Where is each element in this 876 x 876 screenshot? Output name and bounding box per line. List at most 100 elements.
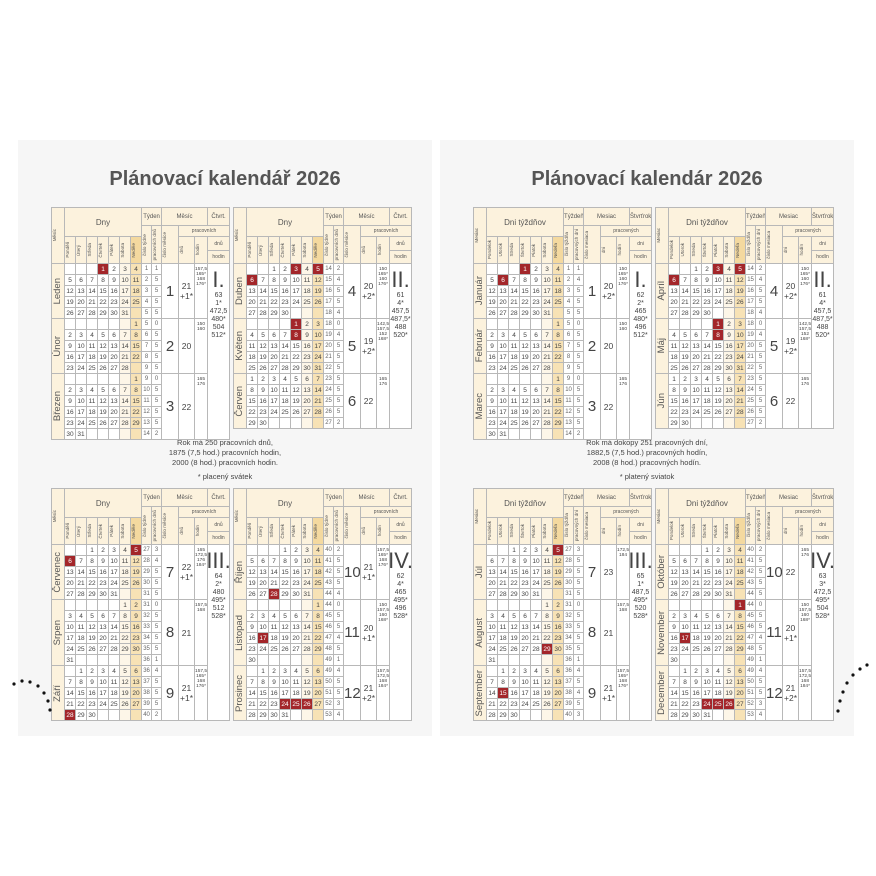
day-cell: 18 (508, 351, 520, 363)
week-number: 34 (141, 632, 153, 644)
hours-line: 165* (618, 674, 628, 679)
hours-line: 176* (378, 563, 388, 568)
weekday-header-text: Čtvrtek (98, 242, 104, 258)
day-cell: 2 (486, 384, 498, 396)
weekday-header: Čtvrtek (97, 517, 109, 545)
month-workdays: 22 +1* (178, 544, 196, 600)
day-cell: 18 (290, 687, 302, 699)
day-cell: 13 (712, 621, 724, 633)
day-cell: 11 (268, 621, 280, 633)
day-cell: 21 (108, 632, 120, 644)
week-workdays: 5 (755, 384, 767, 396)
month-number-header: číslo mesiaca (583, 225, 602, 264)
week-row: November 1 44 0 11 20 +1* 150 157,5* 160 168* (655, 599, 834, 666)
empty-day-cell (668, 318, 680, 330)
month-workdays: 21 +1* (178, 263, 196, 319)
empty-day-cell (119, 318, 131, 330)
empty-day-cell (486, 544, 498, 556)
week-row: 8 9 10 11 12 13 14 24 5 (234, 384, 412, 396)
week-workdays: 1 (333, 654, 345, 666)
day-cell: 25 (668, 362, 680, 374)
month-hours: 165 176 (798, 544, 813, 600)
day-cell: 18 (733, 566, 747, 578)
week-workdays: 5 (333, 406, 345, 418)
day-cell: 25 (290, 698, 302, 710)
day-cell: 15 (679, 687, 691, 699)
day-cell: 6 (311, 665, 325, 677)
week-number: 18 (323, 318, 335, 330)
week-workdays: 1 (151, 263, 163, 275)
quarter-line: 487,5* (390, 316, 411, 323)
weekday-header-text: Pátek (291, 244, 297, 256)
day-cell: 7 (733, 373, 747, 385)
day-cell: 16 (64, 406, 76, 418)
month-stats-header: Měsíc (161, 207, 209, 226)
day-cell: 6 (497, 274, 509, 286)
day-cell: 24 (279, 698, 291, 710)
week-workdays: 5 (151, 285, 163, 297)
quarter-summary: I. 62 2* 465 480* 496 512* (629, 263, 653, 440)
day-cell: 2 (486, 329, 498, 341)
day-cell: 8 (551, 384, 565, 396)
day-cell: 3 (279, 665, 291, 677)
day-cell: 5 (257, 329, 269, 341)
day-cell: 1 (690, 263, 702, 275)
month-header-text: Měsíc (234, 229, 240, 242)
week-number: 50 (745, 676, 757, 688)
day-cell: 17 (497, 406, 509, 418)
hours-line: 176* (800, 282, 810, 287)
month-number: 5 (343, 318, 362, 374)
day-cell: 7 (486, 676, 498, 688)
hours-line: 157,5* (799, 327, 812, 332)
day-cell: 28 (119, 417, 131, 429)
month-days-header: dni (782, 517, 800, 545)
day-cell: 24 (75, 417, 87, 429)
month-number: 6 (343, 373, 362, 429)
day-cell: 21 (497, 577, 509, 589)
empty-day-cell (246, 544, 258, 556)
day-cell: 20 (486, 577, 498, 589)
day-cell: 13 (268, 340, 280, 352)
quarter-line: 61 (818, 292, 827, 299)
day-cell: 3 (119, 263, 131, 275)
empty-day-cell (129, 428, 143, 440)
weekday-header: Nedeľa (551, 517, 565, 545)
quarter-summary: II. 61 4* 457,5 487,5* 488 520* (389, 263, 413, 429)
day-cell: 20 (97, 632, 109, 644)
hours-line: 172,5 (617, 548, 630, 553)
week-workdays: 4 (755, 307, 767, 319)
day-cell: 11 (508, 340, 520, 352)
day-cell: 20 (75, 296, 87, 308)
week-row: 22 23 24 25 26 27 28 26 5 (656, 406, 834, 418)
day-cell: 13 (97, 621, 109, 633)
weekday-header: Štvrtok (519, 517, 531, 545)
month-stats-header: Mesiac (583, 207, 631, 226)
week-workdays-header: pracovních dnů (151, 506, 163, 545)
day-cell: 9 (508, 676, 520, 688)
month-number: 4 (343, 263, 362, 319)
week-number: 32 (563, 610, 575, 622)
summary-line: 2008 (8 hod.) pracovných hodín. (593, 458, 701, 467)
week-header: Týždeň (563, 207, 585, 226)
day-cell: 25 (712, 698, 724, 710)
month-name-text: Listopad (234, 614, 246, 651)
hours-line: 157,5 (195, 669, 208, 674)
hours-line: 160 (801, 277, 810, 282)
day-cell: 1 (541, 599, 553, 611)
year-summary: Rok má dokopy 251 pracovných dní, 1882,5… (440, 438, 854, 468)
hours-line: 142,5 (799, 322, 812, 327)
day-cell: 9 (486, 340, 498, 352)
week-workdays: 5 (573, 340, 585, 352)
day-cell: 25 (733, 577, 747, 589)
week-workdays: 5 (333, 296, 345, 308)
weekday-header-text: Štvrtok (702, 242, 708, 258)
day-cell: 8 (679, 676, 691, 688)
quarter-line: 1* (637, 581, 644, 588)
month-number-header-text: číslo měsíce (344, 231, 350, 258)
day-cell: 13 (668, 285, 680, 297)
week-number: 52 (323, 698, 335, 710)
day-cell: 27 (733, 698, 747, 710)
month-name-text: November (656, 610, 668, 655)
week-row: 2 3 4 5 6 7 8 45 5 (656, 610, 834, 622)
day-cell: 11 (301, 274, 313, 286)
